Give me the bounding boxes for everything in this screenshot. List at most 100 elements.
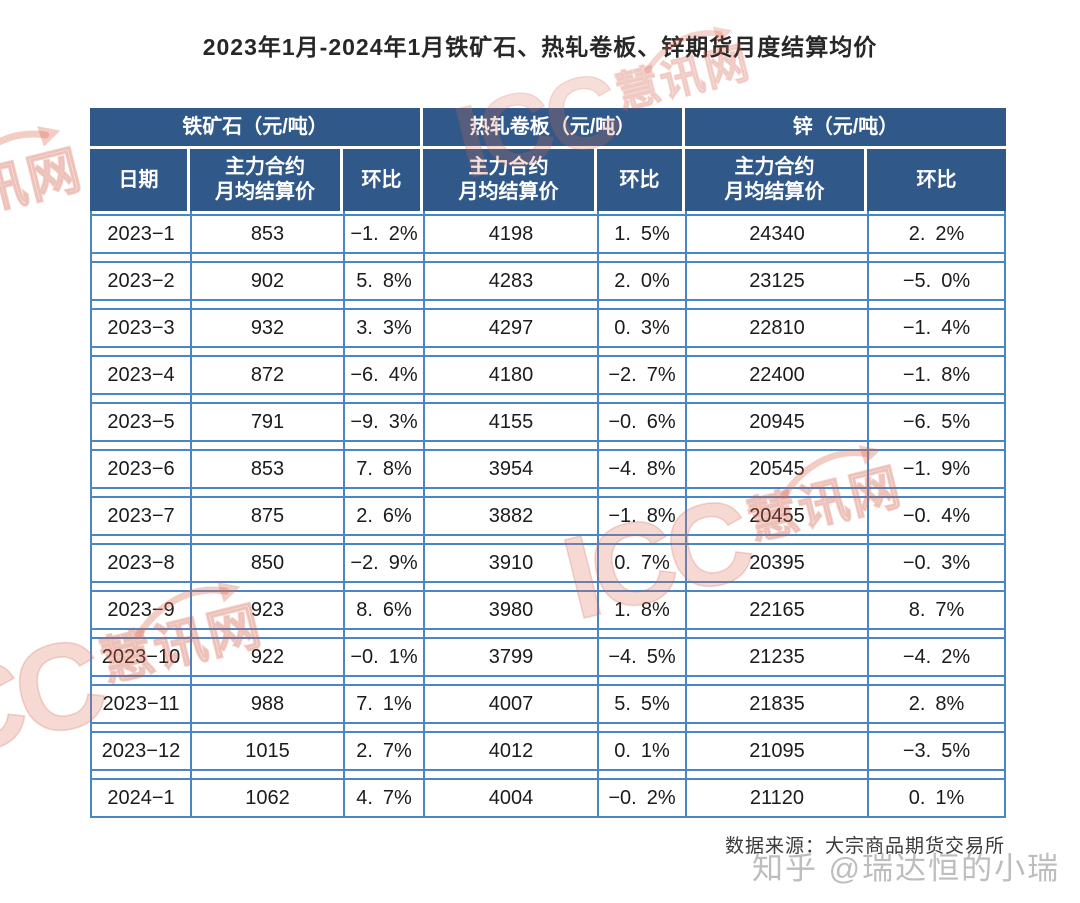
cell-iron-price: 875 [190, 496, 343, 536]
cell-zinc-price: 21235 [685, 637, 867, 677]
cell-hrc-price: 4283 [423, 261, 597, 301]
cell-zinc-mom: −0. 4% [867, 496, 1006, 536]
table-body: 2023−1 853 −1. 2% 4198 1. 5% 24340 2. 2% 2023−2… [90, 211, 1006, 818]
cell-hrc-price: 4180 [423, 355, 597, 395]
cell-hrc-mom: 0. 7% [597, 543, 685, 583]
cell-iron-price: 1015 [190, 731, 343, 771]
cell-iron-mom: 4. 7% [343, 778, 423, 818]
cell-zinc-mom: −6. 5% [867, 402, 1006, 442]
cell-date: 2023−12 [90, 731, 190, 771]
table-row: 2023−4 872 −6. 4% 4180 −2. 7% 22400 −1. 8% [90, 355, 1006, 395]
cell-iron-mom: 5. 8% [343, 261, 423, 301]
cell-zinc-price: 23125 [685, 261, 867, 301]
cell-zinc-price: 21095 [685, 731, 867, 771]
column-header-zinc-mom: 环比 [867, 149, 1006, 211]
table-row: 2023−3 932 3. 3% 4297 0. 3% 22810 −1. 4% [90, 308, 1006, 348]
cell-hrc-mom: −0. 6% [597, 402, 685, 442]
table-row: 2023−9 923 8. 6% 3980 1. 8% 22165 8. 7% [90, 590, 1006, 630]
cell-iron-mom: 2. 7% [343, 731, 423, 771]
watermark-arrow-icon [0, 126, 61, 183]
cell-iron-price: 791 [190, 402, 343, 442]
cell-zinc-price: 21835 [685, 684, 867, 724]
cell-iron-price: 853 [190, 214, 343, 254]
cell-hrc-price: 4297 [423, 308, 597, 348]
cell-iron-price: 902 [190, 261, 343, 301]
cell-iron-price: 853 [190, 449, 343, 489]
cell-zinc-mom: 2. 8% [867, 684, 1006, 724]
cell-iron-mom: −2. 9% [343, 543, 423, 583]
cell-date: 2024−1 [90, 778, 190, 818]
column-header-hrc-mom: 环比 [597, 149, 685, 211]
cell-zinc-mom: −0. 3% [867, 543, 1006, 583]
cell-iron-price: 850 [190, 543, 343, 583]
cell-zinc-mom: −4. 2% [867, 637, 1006, 677]
column-header-hrc-settlement-price: 主力合约 月均结算价 [423, 149, 597, 211]
cell-date: 2023−8 [90, 543, 190, 583]
cell-date: 2023−7 [90, 496, 190, 536]
cell-date: 2023−5 [90, 402, 190, 442]
data-source-note: 数据来源：大宗商品期货交易所 [724, 836, 1005, 857]
cell-hrc-mom: 5. 5% [597, 684, 685, 724]
cell-hrc-price: 4007 [423, 684, 597, 724]
table-row: 2023−10 922 −0. 1% 3799 −4. 5% 21235 −4. 2% [90, 637, 1006, 677]
page-title: 2023年1月-2024年1月铁矿石、热轧卷板、锌期货月度结算均价 [202, 34, 878, 60]
cell-hrc-price: 4155 [423, 402, 597, 442]
cell-zinc-mom: 2. 2% [867, 214, 1006, 254]
column-header-zinc-settlement-price: 主力合约 月均结算价 [685, 149, 867, 211]
cell-hrc-price: 3954 [423, 449, 597, 489]
cell-hrc-price: 4012 [423, 731, 597, 771]
cell-iron-mom: 3. 3% [343, 308, 423, 348]
futures-price-table: 铁矿石（元/吨） 热轧卷板（元/吨） 锌（元/吨） 日期 主力合约 月均结算价 … [90, 108, 1006, 818]
cell-zinc-price: 24340 [685, 214, 867, 254]
cell-date: 2023−6 [90, 449, 190, 489]
table-row: 2023−11 988 7. 1% 4007 5. 5% 21835 2. 8% [90, 684, 1006, 724]
cell-hrc-mom: 0. 1% [597, 731, 685, 771]
cell-zinc-price: 22400 [685, 355, 867, 395]
group-header-hot-rolled-coil: 热轧卷板（元/吨） [423, 108, 685, 146]
table-row: 2023−7 875 2. 6% 3882 −1. 8% 20455 −0. 4% [90, 496, 1006, 536]
cell-iron-mom: −1. 2% [343, 214, 423, 254]
table-row: 2023−2 902 5. 8% 4283 2. 0% 23125 −5. 0% [90, 261, 1006, 301]
table-row: 2024−1 1062 4. 7% 4004 −0. 2% 21120 0. 1% [90, 778, 1006, 818]
cell-zinc-price: 20545 [685, 449, 867, 489]
zhihu-watermark: 知乎 @瑞达恒的小瑞 [752, 851, 1061, 886]
cell-zinc-mom: 8. 7% [867, 590, 1006, 630]
cell-date: 2023−1 [90, 214, 190, 254]
group-header-zinc: 锌（元/吨） [685, 108, 1006, 146]
cell-iron-mom: −0. 1% [343, 637, 423, 677]
cell-hrc-mom: −4. 8% [597, 449, 685, 489]
cell-iron-mom: 7. 8% [343, 449, 423, 489]
cell-iron-price: 932 [190, 308, 343, 348]
cell-zinc-mom: −1. 4% [867, 308, 1006, 348]
cell-zinc-mom: −5. 0% [867, 261, 1006, 301]
cell-hrc-price: 4198 [423, 214, 597, 254]
column-header-date: 日期 [90, 149, 190, 211]
cell-iron-mom: −6. 4% [343, 355, 423, 395]
cell-hrc-mom: −2. 7% [597, 355, 685, 395]
table-row: 2023−5 791 −9. 3% 4155 −0. 6% 20945 −6. 5% [90, 402, 1006, 442]
cell-hrc-price: 3799 [423, 637, 597, 677]
cell-zinc-price: 20945 [685, 402, 867, 442]
cell-hrc-mom: −1. 8% [597, 496, 685, 536]
cell-zinc-price: 20395 [685, 543, 867, 583]
cell-date: 2023−3 [90, 308, 190, 348]
cell-zinc-mom: −3. 5% [867, 731, 1006, 771]
cell-iron-mom: 7. 1% [343, 684, 423, 724]
cell-iron-mom: 8. 6% [343, 590, 423, 630]
cell-iron-price: 923 [190, 590, 343, 630]
table-row: 2023−1 853 −1. 2% 4198 1. 5% 24340 2. 2% [90, 214, 1006, 254]
group-header-iron-ore: 铁矿石（元/吨） [90, 108, 423, 146]
cell-hrc-mom: −4. 5% [597, 637, 685, 677]
cell-iron-price: 1062 [190, 778, 343, 818]
table-group-header-row: 铁矿石（元/吨） 热轧卷板（元/吨） 锌（元/吨） [90, 108, 1006, 146]
cell-hrc-mom: −0. 2% [597, 778, 685, 818]
cell-date: 2023−4 [90, 355, 190, 395]
watermark-icc-logo: ICC 慧讯网 [0, 126, 96, 316]
watermark-cn-text: 慧讯网 [0, 139, 89, 238]
table-row: 2023−8 850 −2. 9% 3910 0. 7% 20395 −0. 3% [90, 543, 1006, 583]
cell-hrc-mom: 0. 3% [597, 308, 685, 348]
cell-date: 2023−10 [90, 637, 190, 677]
column-header-iron-mom: 环比 [343, 149, 423, 211]
cell-date: 2023−9 [90, 590, 190, 630]
